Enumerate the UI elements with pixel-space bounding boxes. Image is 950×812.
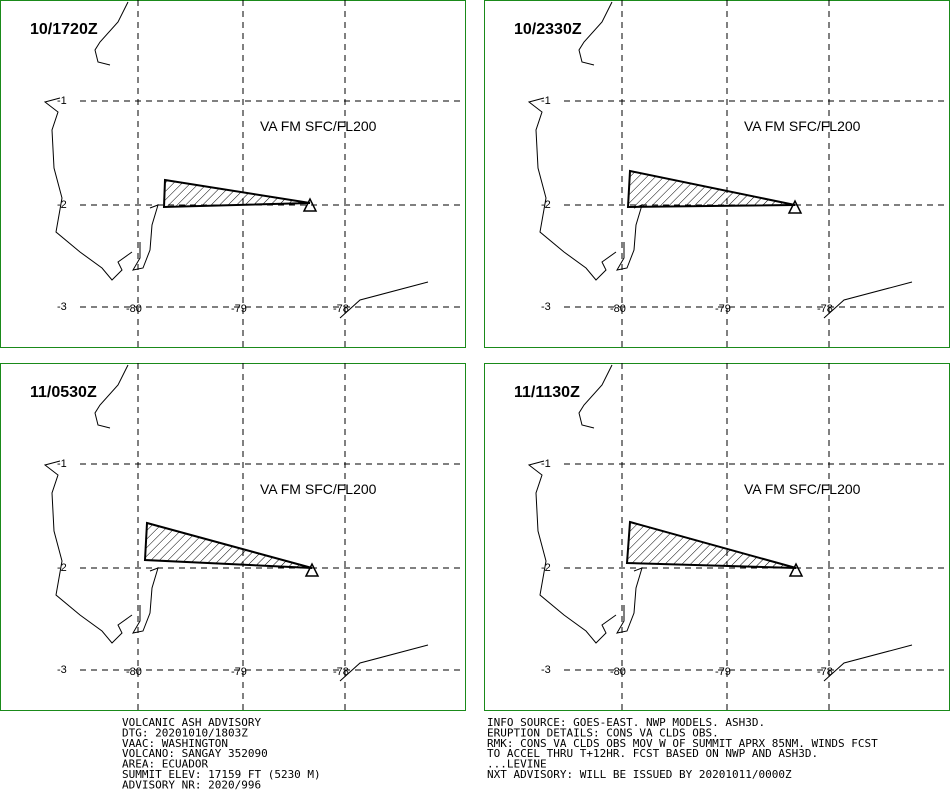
lon-label: -79 — [231, 666, 247, 678]
coastline — [823, 644, 913, 682]
panel-time: 10/2330Z — [514, 21, 582, 38]
panel-time: 11/0530Z — [30, 384, 97, 401]
advisory-line: TO ACCEL THRU T+12HR. FCST BASED ON NWP … — [487, 747, 818, 760]
map-panel: -1 -2 -3 -80 -79 -78 11/0530Z VA FM SFC/FL200 — [0, 363, 466, 711]
lat-label: -3 — [57, 664, 67, 676]
lat-label: -1 — [541, 95, 551, 107]
coastline — [43, 1, 159, 281]
coastline — [43, 364, 159, 644]
lon-label: -78 — [333, 303, 349, 315]
map-panel: -1 -2 -3 -80 -79 -78 11/1130Z VA FM SFC/FL200 — [484, 363, 950, 711]
volcano-symbol — [304, 562, 320, 577]
lon-label: -78 — [817, 666, 833, 678]
lon-label: -80 — [126, 666, 142, 678]
advisory-line: VOLCANO: SANGAY 352090 — [122, 747, 268, 760]
lat-label: -2 — [57, 199, 67, 211]
lat-label: -2 — [541, 562, 551, 574]
volcano-symbol — [787, 199, 803, 214]
advisory-line: RMK: CONS VA CLDS OBS MOV W OF SUMMIT AP… — [487, 737, 878, 750]
ash-area — [626, 169, 796, 209]
coastline — [527, 1, 643, 281]
volcano-symbol — [302, 197, 318, 212]
panel-time: 11/1130Z — [514, 384, 580, 401]
advisory-line: VOLCANIC ASH ADVISORY — [122, 716, 261, 729]
panel-border — [0, 0, 466, 348]
lat-label: -3 — [57, 301, 67, 313]
panel-time: 10/1720Z — [30, 21, 98, 38]
coastline — [339, 644, 429, 682]
advisory-line: ADVISORY NR: 2020/996 — [122, 778, 261, 791]
advisory-line: ...LEVINE — [487, 758, 547, 771]
map-panel: -1 -2 -3 -80 -79 -78 10/1720Z VA FM SFC/FL200 — [0, 0, 466, 348]
coastline — [823, 281, 913, 319]
coastline — [339, 281, 429, 319]
ash-level: VA FM SFC/FL200 — [744, 481, 861, 497]
volcano-symbol — [788, 562, 804, 577]
lon-label: -80 — [610, 666, 626, 678]
panel-border — [484, 363, 950, 711]
lat-label: -2 — [541, 199, 551, 211]
lon-label: -80 — [610, 303, 626, 315]
advisory-line: AREA: ECUADOR — [122, 758, 208, 771]
advisory-line: VAAC: WASHINGTON — [122, 737, 228, 750]
lat-label: -1 — [57, 95, 67, 107]
ash-area — [143, 521, 313, 569]
advisory-line: DTG: 20201010/1803Z — [122, 726, 248, 739]
lat-label: -2 — [57, 562, 67, 574]
ash-level: VA FM SFC/FL200 — [260, 118, 377, 134]
panel-border — [484, 0, 950, 348]
ash-level: VA FM SFC/FL200 — [744, 118, 861, 134]
lat-label: -3 — [541, 301, 551, 313]
panel-border — [0, 363, 466, 711]
lon-label: -78 — [817, 303, 833, 315]
lat-label: -1 — [541, 458, 551, 470]
advisory-line: NXT ADVISORY: WILL BE ISSUED BY 20201011… — [487, 768, 792, 781]
advisory-line: INFO SOURCE: GOES-EAST. NWP MODELS. ASH3… — [487, 716, 765, 729]
ash-area — [625, 520, 797, 569]
map-panel: -1 -2 -3 -80 -79 -78 10/2330Z VA FM SFC/FL200 — [484, 0, 950, 348]
lon-label: -79 — [715, 303, 731, 315]
lat-label: -1 — [57, 458, 67, 470]
advisory-line: SUMMIT ELEV: 17159 FT (5230 M) — [122, 768, 321, 781]
ash-area — [162, 178, 311, 209]
ash-level: VA FM SFC/FL200 — [260, 481, 377, 497]
lon-label: -80 — [126, 303, 142, 315]
advisory-line: ERUPTION DETAILS: CONS VA CLDS OBS. — [487, 726, 719, 739]
lon-label: -78 — [333, 666, 349, 678]
coastline — [527, 364, 643, 644]
lon-label: -79 — [715, 666, 731, 678]
lon-label: -79 — [231, 303, 247, 315]
lat-label: -3 — [541, 664, 551, 676]
